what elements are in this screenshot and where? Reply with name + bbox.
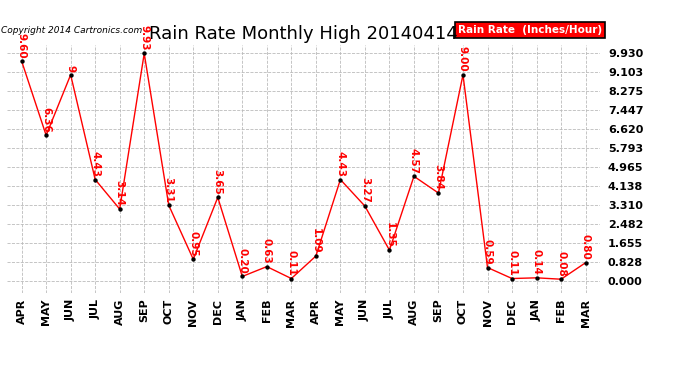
Text: 0.11: 0.11 (507, 250, 517, 276)
Point (310, 253, 322, 259)
Text: Rain Rate  (Inches/Hour): Rain Rate (Inches/Hour) (458, 25, 602, 35)
Text: 9.60: 9.60 (17, 33, 27, 58)
Text: 1.35: 1.35 (384, 222, 395, 248)
Text: 6.36: 6.36 (41, 107, 51, 132)
Point (65, 72, 76, 78)
Point (408, 173, 420, 179)
Point (213, 194, 224, 200)
Point (555, 276, 566, 282)
Point (188, 256, 199, 262)
Point (359, 203, 371, 209)
Text: 0.95: 0.95 (188, 231, 198, 256)
Title: Rain Rate Monthly High 20140414: Rain Rate Monthly High 20140414 (149, 26, 458, 44)
Point (90, 177, 101, 183)
Point (139, 51, 150, 57)
Point (457, 72, 469, 78)
Text: 1.09: 1.09 (311, 228, 321, 254)
Text: 0.59: 0.59 (482, 239, 493, 265)
Text: 0.08: 0.08 (556, 251, 566, 276)
Point (41, 132, 52, 138)
Text: 3.14: 3.14 (115, 180, 125, 206)
Text: 0.11: 0.11 (286, 250, 296, 276)
Point (384, 247, 395, 253)
Text: 0.14: 0.14 (531, 249, 542, 275)
Point (16, 58, 27, 64)
Point (335, 177, 346, 183)
Point (580, 260, 591, 266)
Text: 0.63: 0.63 (262, 238, 272, 264)
Text: 0.80: 0.80 (580, 234, 591, 260)
Point (164, 202, 175, 208)
Point (531, 275, 542, 281)
Text: 3.84: 3.84 (433, 164, 444, 190)
Text: 4.43: 4.43 (90, 151, 100, 177)
Text: 3.27: 3.27 (360, 177, 370, 203)
Text: 9.00: 9.00 (458, 46, 468, 72)
Text: 0.20: 0.20 (237, 248, 247, 274)
Point (286, 276, 297, 282)
Point (262, 264, 273, 270)
Text: 4.43: 4.43 (335, 151, 346, 177)
Point (433, 190, 444, 196)
Point (237, 273, 248, 279)
Text: 3.31: 3.31 (164, 177, 174, 203)
Point (114, 206, 125, 212)
Text: 9: 9 (66, 65, 76, 72)
Point (506, 276, 518, 282)
Point (482, 264, 493, 270)
Text: 4.57: 4.57 (409, 148, 419, 174)
Text: 3.65: 3.65 (213, 169, 223, 195)
Text: 9.93: 9.93 (139, 25, 149, 51)
Text: Copyright 2014 Cartronics.com: Copyright 2014 Cartronics.com (1, 26, 142, 35)
